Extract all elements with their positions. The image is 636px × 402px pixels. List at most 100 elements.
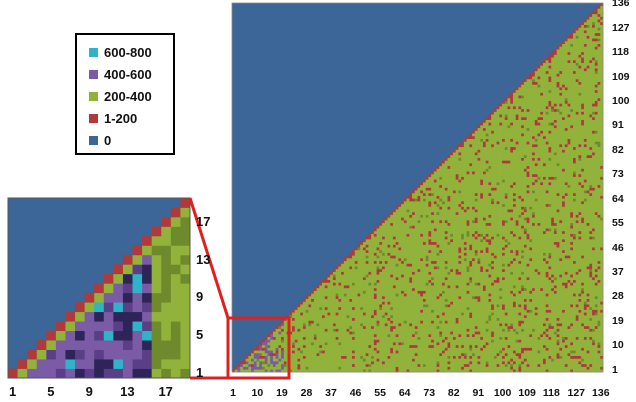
heatmap-cell: [474, 304, 478, 308]
heatmap-cell: [523, 312, 527, 316]
heatmap-cell: [578, 279, 582, 283]
heatmap-cell: [485, 252, 489, 256]
heatmap-cell: [395, 285, 399, 289]
heatmap-cell: [518, 350, 522, 354]
heatmap-cell: [455, 287, 459, 291]
heatmap-cell: [308, 355, 312, 359]
heatmap-cell: [422, 312, 426, 316]
heatmap-cell: [360, 293, 364, 297]
heatmap-cell: [452, 279, 456, 283]
heatmap-cell: [362, 287, 366, 291]
heatmap-cell: [491, 328, 495, 332]
heatmap-cell: [564, 296, 568, 300]
heatmap-cell: [409, 282, 413, 286]
heatmap-cell: [444, 363, 448, 367]
heatmap-cell: [332, 353, 336, 357]
heatmap-cell: [264, 361, 268, 365]
heatmap-cell: [542, 363, 547, 367]
heatmap-cell: [507, 336, 511, 340]
heatmap-cell: [570, 296, 574, 300]
heatmap-cell: [327, 306, 331, 310]
heatmap-cell: [371, 274, 375, 278]
heatmap-cell: [496, 369, 500, 373]
heatmap-cell: [302, 336, 306, 340]
heatmap-cell: [515, 342, 519, 346]
heatmap-cell: [232, 369, 236, 373]
heatmap-cell: [379, 279, 383, 283]
heatmap-cell: [592, 296, 596, 300]
heatmap-cell: [482, 296, 486, 300]
heatmap-cell: [379, 304, 383, 308]
heatmap-cell: [294, 350, 298, 354]
heatmap-cell: [452, 304, 456, 308]
heatmap-cell: [390, 282, 394, 286]
heatmap-cell: [472, 298, 476, 302]
heatmap-cell: [485, 293, 489, 297]
heatmap-cell: [319, 350, 323, 354]
heatmap-cell: [545, 344, 549, 348]
heatmap-cell: [553, 315, 557, 319]
heatmap-cell: [532, 369, 536, 373]
heatmap-cell: [548, 369, 552, 373]
heatmap-cell: [559, 325, 563, 329]
heatmap-cell: [433, 277, 437, 281]
heatmap-cell: [447, 361, 451, 365]
heatmap-cell: [343, 304, 347, 308]
heatmap-cell: [406, 277, 410, 281]
heatmap-cell: [537, 331, 541, 335]
heatmap-cell: [267, 334, 271, 338]
heatmap-cell: [425, 358, 429, 362]
heatmap-cell: [373, 293, 377, 297]
heatmap-cell: [589, 344, 593, 348]
heatmap-cell: [491, 325, 495, 329]
heatmap-cell: [382, 266, 386, 270]
heatmap-cell: [482, 293, 486, 297]
heatmap-cell: [327, 293, 331, 297]
heatmap-cell: [403, 306, 407, 310]
heatmap-cell: [556, 279, 560, 283]
heatmap-cell: [406, 260, 410, 264]
heatmap-cell: [485, 285, 489, 289]
heatmap-cell: [305, 323, 309, 327]
heatmap-cell: [521, 353, 525, 357]
heatmap-cell: [368, 309, 372, 313]
heatmap-cell: [523, 339, 527, 343]
heatmap-cell: [300, 331, 304, 335]
heatmap-cell: [529, 369, 533, 373]
heatmap-cell: [294, 358, 298, 362]
heatmap-cell: [474, 355, 478, 359]
heatmap-cell: [343, 266, 347, 270]
heatmap-cell: [387, 331, 391, 335]
heatmap-cell: [256, 363, 260, 367]
heatmap-cell: [248, 369, 252, 373]
heatmap-cell: [450, 260, 454, 264]
heatmap-cell: [335, 285, 339, 289]
heatmap-cell: [463, 334, 467, 338]
heatmap-cell: [556, 339, 560, 343]
heatmap-cell: [417, 306, 421, 310]
heatmap-cell: [308, 336, 312, 340]
heatmap-cell: [507, 274, 511, 278]
heatmap-cell: [600, 328, 604, 332]
heatmap-cell: [327, 355, 331, 359]
heatmap-cell: [567, 344, 571, 348]
heatmap-cell: [586, 315, 590, 319]
heatmap-cell: [319, 312, 323, 316]
heatmap-cell: [384, 350, 388, 354]
heatmap-cell: [270, 344, 274, 348]
heatmap-cell: [575, 279, 579, 283]
heatmap-cell: [392, 260, 396, 264]
heatmap-cell: [586, 258, 590, 262]
heatmap-cell: [442, 363, 446, 367]
heatmap-cell: [401, 336, 405, 340]
heatmap-cell: [302, 358, 306, 362]
heatmap-cell: [362, 306, 366, 310]
heatmap-cell: [442, 350, 446, 354]
heatmap-cell: [458, 328, 462, 332]
heatmap-cell: [592, 353, 596, 357]
heatmap-cell: [564, 274, 568, 278]
heatmap-cell: [496, 263, 500, 267]
heatmap-cell: [496, 271, 500, 275]
heatmap-cell: [592, 298, 596, 302]
heatmap-cell: [425, 366, 429, 370]
